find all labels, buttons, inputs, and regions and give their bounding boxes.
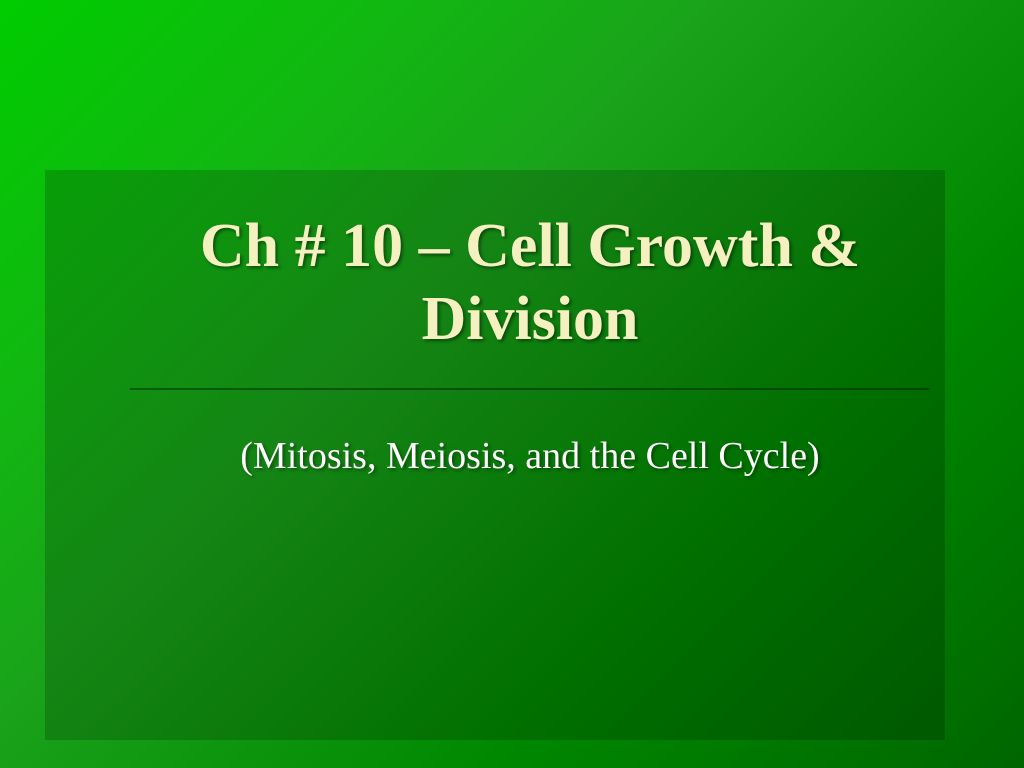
title-line-2: Division <box>421 285 638 353</box>
slide-subtitle: (Mitosis, Meiosis, and the Cell Cycle) <box>150 434 910 478</box>
title-line-1: Ch # 10 – Cell Growth & <box>200 212 860 280</box>
slide-title: Ch # 10 – Cell Growth & Division <box>120 210 940 356</box>
slide: Ch # 10 – Cell Growth & Division (Mitosi… <box>0 0 1024 768</box>
title-underline <box>130 388 930 390</box>
